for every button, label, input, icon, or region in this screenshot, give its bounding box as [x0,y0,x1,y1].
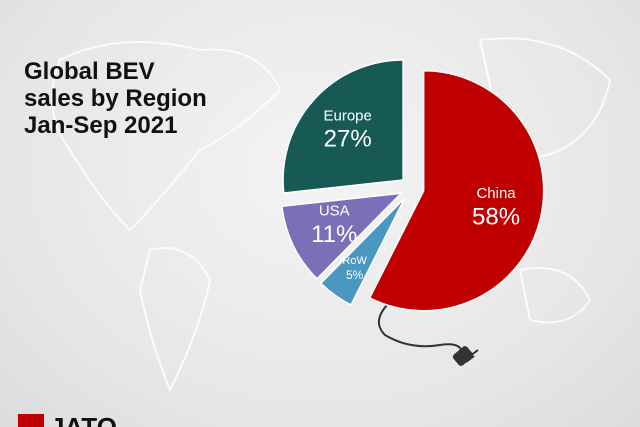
brand-name: JATO [50,412,117,427]
slice-label: RoW [342,255,367,267]
slice-value-label: 11% [311,221,357,248]
slice-label: Europe [323,107,371,124]
slice-label: USA [319,203,350,220]
map-decoration [51,37,612,393]
pie-slice [282,59,404,194]
pie-slice [368,70,545,312]
chart-title: Global BEV sales by Region Jan-Sep 2021 [24,58,207,139]
brand-logo: JATO [18,414,117,427]
slice-value-label: 27% [324,126,372,153]
logo-square [18,414,44,427]
plug-icon [377,299,479,366]
slice-value-label: 58% [472,203,520,230]
pie-slice [281,192,404,280]
slice-value-label: 5% [346,268,364,282]
slice-label: China [476,185,516,202]
pie-slice [319,197,406,306]
